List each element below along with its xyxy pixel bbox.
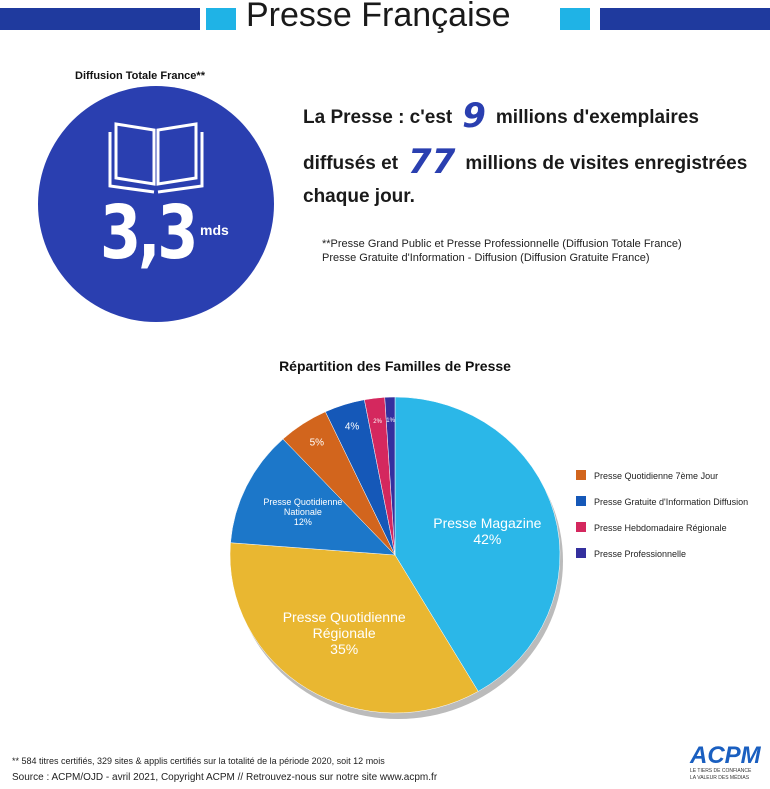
headline-text: chaque jour. [303,186,415,207]
pie-slice [394,396,561,692]
logo-name: ACPM [690,742,761,769]
pie-slice [384,396,396,556]
diffusion-value: 3,3 [100,190,198,276]
header-square [206,8,236,30]
header-bar [0,8,200,30]
legend-item: Presse Gratuite d'Information Diffusion [576,496,748,507]
slice-label: Presse Quotidienne Régionale 35% [269,609,419,657]
note: **Presse Grand Public et Presse Professi… [322,238,682,250]
legend-swatch [576,522,586,532]
headline-figure: 9 [462,96,486,136]
circle [38,86,274,322]
legend-swatch [576,496,586,506]
note: Presse Gratuite d'Information - Diffusio… [322,252,650,264]
diffusion-circle [38,86,274,322]
headline-line: La Presse : c'est 9 millions d'exemplaires [303,96,699,136]
pie-slice [230,438,396,556]
headline-figure: 77 [408,142,456,182]
headline-text: La Presse : c'est [303,107,453,128]
headline-text: diffusés et [303,153,399,174]
headline-line: diffusés et 77 millions de visites enregis… [303,142,747,182]
headline-text: millions de visites enregistrées [465,153,748,174]
legend-swatch [576,470,586,480]
slice-value: 4% [344,421,360,433]
header-title: Presse Française [246,0,511,34]
legend-label: Presse Quotidienne 7ème Jour [594,471,719,481]
diffusion-unit: mds [200,222,229,238]
legend-label: Presse Gratuite d'Information Diffusion [594,497,749,507]
slice-value: 2% [373,418,382,425]
legend-item: Presse Quotidienne 7ème Jour [576,470,718,481]
footer-source: Source : ACPM/OJD - avril 2021, Copyrigh… [12,772,438,783]
legend-label: Presse Hebdomadaire Régionale [594,523,727,533]
slice-label: Presse Quotidienne Nationale 12% [258,497,348,527]
diffusion-label: Diffusion Totale France** [75,70,205,82]
legend-label: Presse Professionnelle [594,549,687,559]
header-bar [600,8,770,30]
slice-value: 5% [309,437,325,449]
slice-value: 12% [293,517,312,528]
logo-tagline: LE TIERS DE CONFIANCE [690,768,752,774]
footer-note: ** 584 titres certifiés, 329 sites & app… [12,756,385,766]
legend-item: Presse Hebdomadaire Régionale [576,522,727,533]
legend-swatch [576,548,586,558]
slice-value: 42% [473,531,502,548]
slice-label: Presse Magazine 42% [412,515,562,547]
legend-item: Presse Professionnelle [576,548,686,559]
slice-name: Presse Quotidienne Régionale [282,608,406,641]
slice-name: Presse Magazine [433,515,542,532]
slice-value: 1% [386,417,395,424]
logo-tagline: LA VALEUR DES MÉDIAS [690,775,750,781]
slice-value: 35% [330,640,359,657]
pie-slice [229,542,479,714]
book-icon [108,122,204,194]
header-square [560,8,590,30]
slice-name: Presse Quotidienne Nationale [263,497,343,518]
headline-text: millions d'exemplaires [495,107,699,128]
chart-title: Répartition des Familles de Presse [279,358,511,374]
headline-line: chaque jour. [303,186,415,208]
